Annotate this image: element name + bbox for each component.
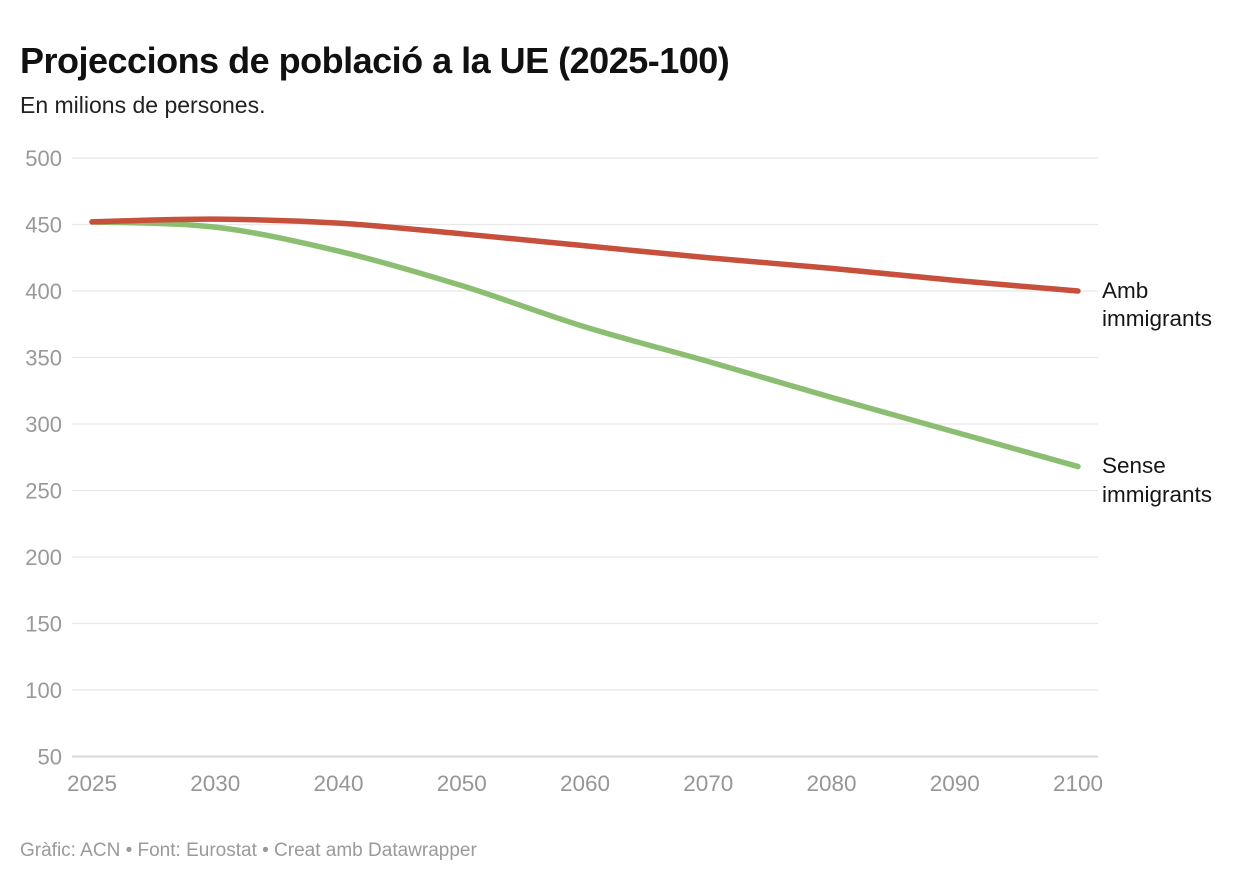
series-label-sense-immigrants: Sense immigrants bbox=[1102, 453, 1213, 507]
y-tick-label: 250 bbox=[25, 479, 62, 504]
x-tick-label: 2100 bbox=[1053, 771, 1103, 796]
source-attribution: Gràfic: ACN • Font: Eurostat • Creat amb… bbox=[20, 840, 477, 861]
x-tick-label: 2050 bbox=[437, 771, 487, 796]
y-tick-label: 300 bbox=[25, 412, 62, 437]
series-line-sense-immigrants bbox=[89, 219, 1081, 470]
y-tick-label: 500 bbox=[25, 146, 62, 171]
y-tick-label: 450 bbox=[25, 213, 62, 238]
y-tick-label: 100 bbox=[25, 678, 62, 703]
chart-title: Projeccions de població a la UE (2025-10… bbox=[20, 40, 730, 82]
series-label-amb-immigrants: Amb immigrants bbox=[1102, 277, 1213, 332]
x-tick-label: 2025 bbox=[67, 771, 117, 796]
y-tick-label: 150 bbox=[25, 612, 62, 637]
y-tick-label: 50 bbox=[38, 745, 62, 770]
y-tick-label: 350 bbox=[25, 346, 62, 371]
x-tick-label: 2060 bbox=[560, 771, 610, 796]
chart-subtitle: En milions de persones. bbox=[20, 92, 266, 118]
x-tick-label: 2030 bbox=[190, 771, 240, 796]
y-tick-label: 400 bbox=[25, 279, 62, 304]
series-line-amb-immigrants bbox=[89, 216, 1081, 294]
y-tick-label: 200 bbox=[25, 545, 62, 570]
x-tick-label: 2070 bbox=[683, 771, 733, 796]
x-tick-label: 2040 bbox=[313, 771, 363, 796]
x-tick-label: 2080 bbox=[806, 771, 856, 796]
x-tick-label: 2090 bbox=[930, 771, 980, 796]
